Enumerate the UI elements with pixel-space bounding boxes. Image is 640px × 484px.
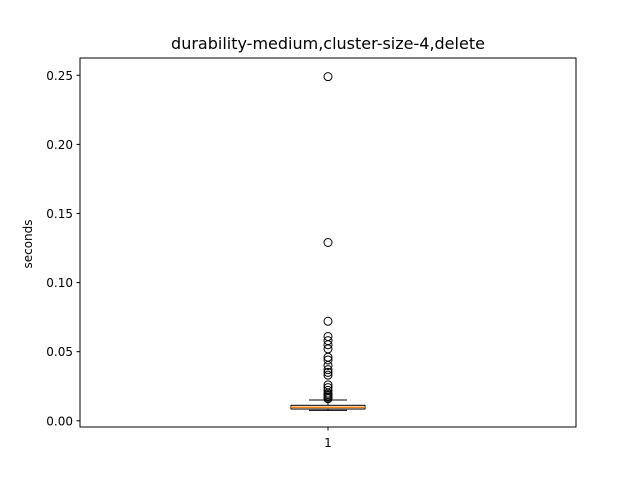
axes-frame bbox=[79, 57, 577, 428]
x-tick-label: 1 bbox=[324, 436, 332, 450]
outlier-point bbox=[323, 316, 333, 326]
y-axis-label: seconds bbox=[21, 219, 35, 268]
outlier-point bbox=[323, 361, 333, 370]
outlier-point bbox=[323, 355, 333, 365]
outlier-point bbox=[323, 72, 333, 82]
outlier-point bbox=[323, 340, 333, 350]
axis-ticks: 0.00 0.05 0.10 0.15 0.20 0.25 1 bbox=[46, 69, 332, 450]
outlier-point bbox=[323, 394, 333, 404]
outlier-point bbox=[323, 370, 333, 380]
chart-title: durability-medium,cluster-size-4,delete bbox=[171, 34, 485, 53]
outlier-point bbox=[323, 367, 333, 377]
y-tick-label: 0.25 bbox=[46, 69, 73, 83]
y-tick-label: 0.15 bbox=[46, 207, 73, 221]
outlier-point bbox=[323, 238, 333, 247]
y-tick-label: 0.10 bbox=[46, 276, 73, 290]
y-tick-label: 0.20 bbox=[46, 138, 73, 152]
outlier-point bbox=[323, 365, 333, 375]
box-series bbox=[290, 72, 366, 411]
y-tick-label: 0.00 bbox=[46, 414, 73, 428]
y-tick-label: 0.05 bbox=[46, 345, 73, 359]
